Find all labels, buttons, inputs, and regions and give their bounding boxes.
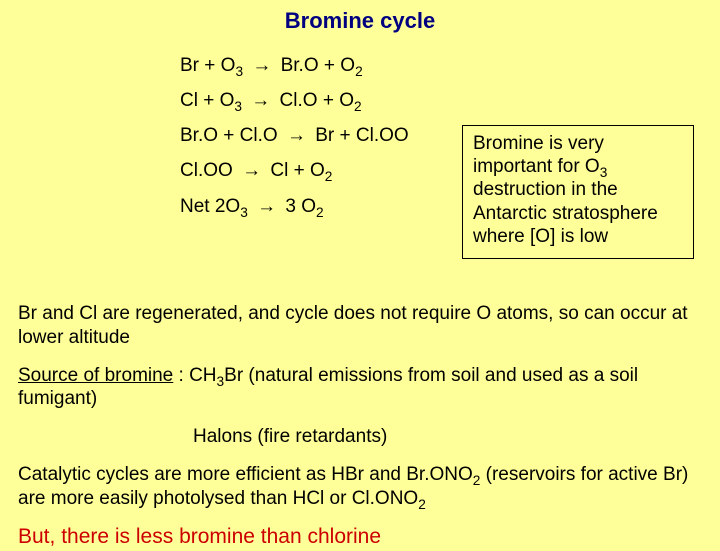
eq3-rhs: Br + Cl.OO [315, 125, 408, 146]
net-rhs: 3 O [285, 196, 316, 217]
paragraph-1: Br and Cl are regenerated, and cycle doe… [18, 302, 702, 350]
eq2-lhs: Cl + O [180, 90, 234, 111]
eq4-rhs: Cl + O [270, 160, 324, 181]
equation-2: Cl + O3 → Cl.O + O2 [180, 83, 409, 118]
sidebox-line2: destruction in the Antarctic stratospher… [473, 179, 658, 246]
equation-4: Cl.OO → Cl + O2 [180, 153, 409, 188]
net-sub2: 2 [316, 204, 324, 219]
eq2-rhs: Cl.O + O [280, 90, 354, 111]
equation-net: Net 2O3 → 3 O2 [180, 189, 409, 224]
p2b: : CH [173, 365, 216, 386]
equation-1: Br + O3 → Br.O + O2 [180, 48, 409, 83]
eq2-sub2: 2 [354, 99, 362, 114]
eq1-lhs: Br + O [180, 55, 235, 76]
halons-line: Halons (fire retardants) [193, 425, 702, 449]
arrow-icon: → [253, 189, 280, 224]
p3-sub2: 2 [418, 496, 426, 511]
eq4-sub: 2 [325, 169, 333, 184]
arrow-icon: → [247, 83, 274, 118]
arrow-icon: → [283, 118, 310, 153]
eq2-sub1: 3 [234, 99, 242, 114]
source-heading: Source of bromine [18, 365, 173, 386]
p2-sub: 3 [217, 373, 225, 388]
paragraph-3: Catalytic cycles are more efficient as H… [18, 463, 702, 511]
eq3-lhs: Br.O + Cl.O [180, 125, 278, 146]
p3a: Catalytic cycles are more efficient as H… [18, 464, 473, 485]
net-lhs: Net 2O [180, 196, 240, 217]
arrow-icon: → [238, 153, 265, 188]
slide-title: Bromine cycle [0, 0, 720, 34]
eq1-rhs: Br.O + O [281, 55, 355, 76]
side-note-box: Bromine is very important for O3 destruc… [462, 125, 694, 259]
final-line: But, there is less bromine than chlorine [18, 524, 702, 550]
eq4-lhs: Cl.OO [180, 160, 233, 181]
eq1-sub2: 2 [355, 64, 363, 79]
arrow-icon: → [248, 48, 275, 83]
sidebox-sub: 3 [600, 165, 608, 180]
sidebox-line1: Bromine is very important for O [473, 133, 604, 177]
equations-block: Br + O3 → Br.O + O2 Cl + O3 → Cl.O + O2 … [180, 48, 409, 224]
body-text: Br and Cl are regenerated, and cycle doe… [18, 302, 702, 551]
equation-3: Br.O + Cl.O → Br + Cl.OO [180, 118, 409, 153]
net-sub1: 3 [240, 204, 248, 219]
paragraph-2: Source of bromine : CH3Br (natural emiss… [18, 364, 702, 412]
eq1-sub1: 3 [235, 64, 243, 79]
